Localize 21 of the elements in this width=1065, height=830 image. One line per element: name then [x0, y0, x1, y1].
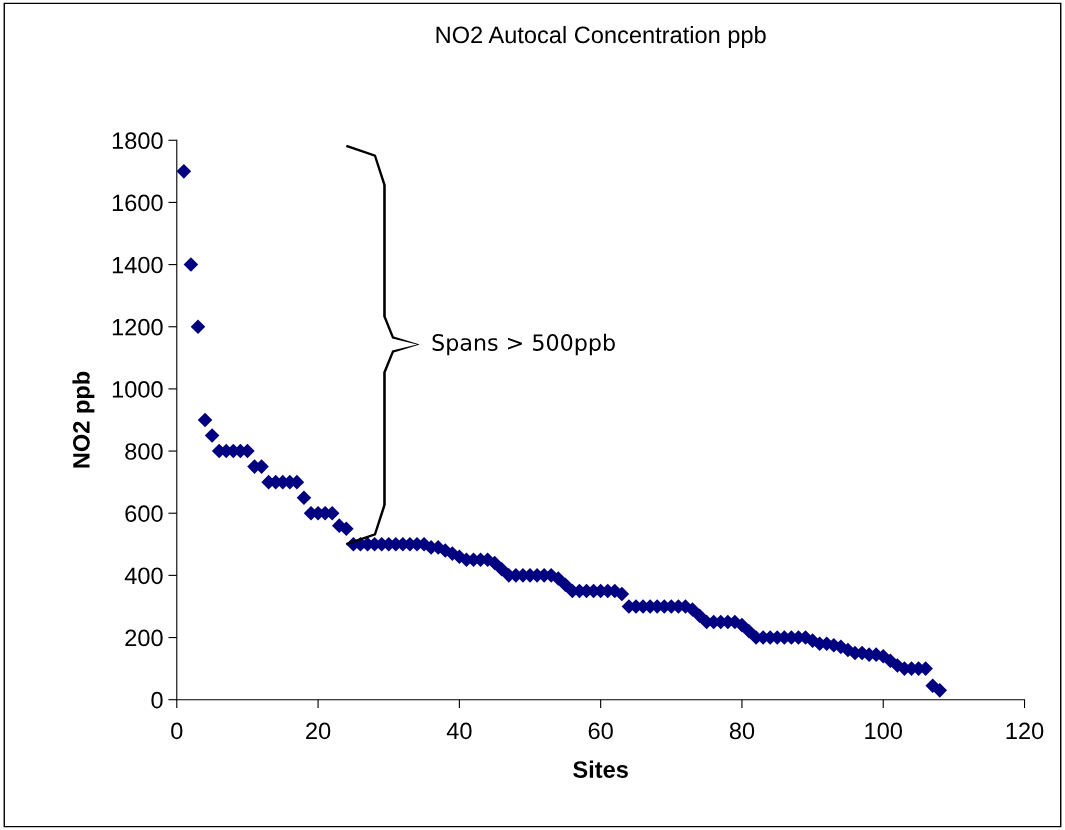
- y-tick-label: 1000: [112, 380, 163, 398]
- x-axis-title: Sites: [573, 760, 628, 778]
- x-tick-label: 80: [729, 722, 755, 740]
- y-tick-label: 0: [151, 691, 163, 709]
- chart-title: NO2 Autocal Concentration ppb: [436, 25, 766, 48]
- y-tick-label: 1400: [112, 256, 163, 274]
- y-tick-label: 1200: [112, 318, 163, 336]
- y-tick-label: 1600: [112, 194, 163, 212]
- y-tick-label: 1800: [112, 132, 163, 150]
- x-tick-label: 120: [1006, 722, 1044, 740]
- y-tick-label: 200: [125, 629, 163, 647]
- x-tick-label: 60: [588, 722, 613, 740]
- x-tick-label: 40: [446, 722, 472, 740]
- y-tick-label: 800: [125, 443, 163, 460]
- y-tick-label: 400: [124, 567, 163, 585]
- x-tick-label: 20: [306, 722, 331, 740]
- x-tick-label: 100: [865, 722, 903, 740]
- annotation: Spans > 500ppb: [432, 333, 615, 356]
- y-tick-label: 600: [125, 505, 163, 522]
- x-tick-label: 0: [171, 722, 183, 740]
- y-axis-title: NO2 ppb: [72, 371, 95, 468]
